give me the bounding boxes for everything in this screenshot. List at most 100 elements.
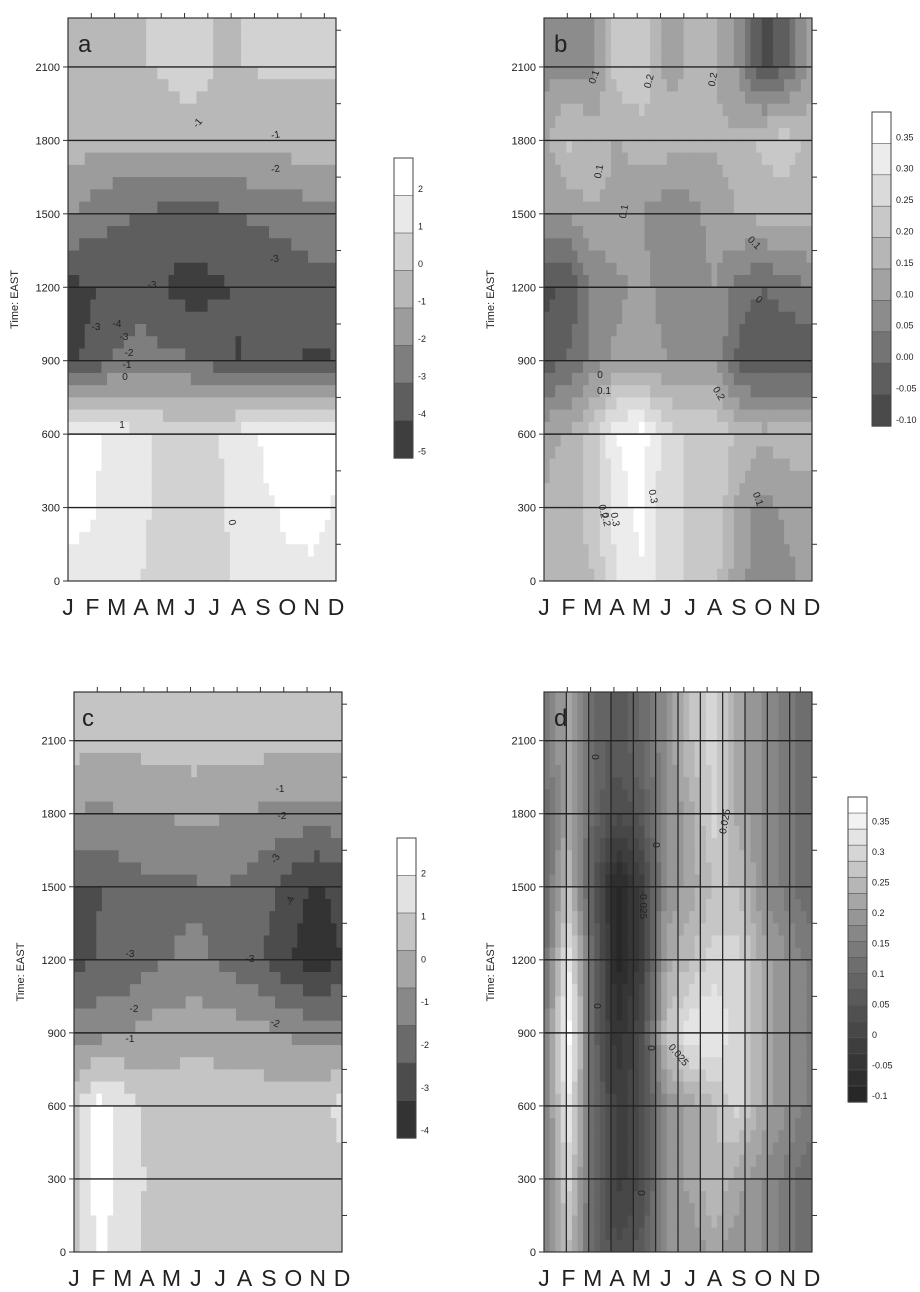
heatmap-cell — [162, 79, 170, 93]
heatmap-cell — [778, 372, 785, 386]
heatmap-cell — [207, 458, 214, 472]
heatmap-cell — [566, 30, 573, 44]
heatmap-cell — [68, 91, 75, 105]
heatmap-cell — [207, 397, 214, 411]
heatmap-cell — [330, 692, 338, 705]
heatmap-cell — [319, 519, 326, 533]
heatmap-cell — [611, 348, 618, 362]
heatmap-cell — [235, 544, 242, 558]
heatmap-cell — [235, 177, 242, 190]
heatmap-cell — [95, 66, 103, 80]
heatmap-cell — [146, 409, 153, 423]
heatmap-cell — [778, 446, 785, 460]
heatmap-cell — [566, 201, 573, 215]
heatmap-cell — [107, 336, 114, 350]
heatmap-cell — [213, 348, 220, 362]
heatmap-cell — [761, 164, 768, 178]
heatmap-cell — [661, 54, 668, 68]
heatmap-cell — [118, 752, 125, 766]
heatmap-cell — [611, 323, 618, 337]
heatmap-cell — [73, 556, 80, 570]
heatmap-cell — [241, 704, 248, 717]
contour-label: 0.2 — [707, 71, 720, 87]
heatmap-cell — [611, 434, 618, 447]
heatmap-cell — [68, 213, 75, 227]
heatmap-cell — [179, 519, 186, 533]
heatmap-cell — [291, 238, 298, 252]
heatmap-cell — [750, 519, 757, 533]
heatmap-cell — [616, 30, 623, 44]
heatmap-cell — [151, 495, 158, 509]
heatmap-cell — [722, 372, 729, 386]
heatmap-cell — [555, 507, 562, 521]
heatmap-cell — [157, 495, 164, 509]
heatmap-cell — [96, 704, 103, 717]
heatmap-cell — [800, 30, 808, 44]
heatmap-cell — [235, 692, 243, 705]
heatmap-cell — [285, 434, 292, 447]
heatmap-cell — [296, 128, 304, 141]
heatmap-cell — [324, 348, 332, 362]
heatmap-cell — [269, 336, 276, 350]
heatmap-cell — [722, 323, 729, 337]
heatmap-cell — [733, 140, 741, 154]
heatmap-cell — [627, 311, 634, 325]
heatmap-cell — [778, 54, 785, 68]
heatmap-cell — [324, 201, 332, 215]
heatmap-cell — [196, 556, 203, 570]
heatmap-cell — [302, 507, 309, 521]
heatmap-cell — [269, 385, 276, 399]
heatmap-cell — [795, 409, 802, 423]
y-tick-label: 600 — [42, 429, 60, 441]
heatmap-cell — [185, 360, 192, 374]
heatmap-cell — [633, 348, 640, 362]
heatmap-cell — [146, 226, 153, 239]
heatmap-cell — [571, 177, 579, 190]
heatmap-cell — [274, 42, 281, 56]
y-tick-label: 0 — [530, 576, 536, 588]
heatmap-cell — [583, 152, 590, 166]
heatmap-cell — [280, 458, 287, 472]
heatmap-cell — [739, 556, 746, 570]
heatmap-cell — [308, 128, 315, 141]
heatmap-cell — [285, 409, 292, 423]
heatmap-cell — [544, 79, 551, 93]
heatmap-cell — [644, 299, 651, 313]
heatmap-cell — [140, 250, 147, 264]
heatmap-cell — [73, 421, 80, 435]
heatmap-cell — [235, 238, 242, 252]
heatmap-cell — [252, 372, 259, 386]
heatmap-cell — [129, 752, 137, 766]
heatmap-cell — [174, 226, 181, 239]
heatmap-cell — [180, 740, 187, 754]
heatmap-cell — [678, 226, 685, 239]
heatmap-cell — [544, 91, 551, 105]
heatmap-cell — [717, 434, 724, 447]
heatmap-cell — [599, 164, 607, 178]
heatmap-cell — [767, 458, 774, 472]
heatmap-cell — [705, 532, 713, 545]
heatmap-cell — [767, 532, 774, 545]
heatmap-cell — [622, 495, 629, 509]
heatmap-cell — [711, 323, 718, 337]
heatmap-cell — [705, 421, 713, 435]
heatmap-cell — [302, 556, 309, 570]
heatmap-cell — [700, 213, 707, 227]
heatmap-cell — [689, 385, 696, 399]
heatmap-cell — [247, 740, 254, 754]
heatmap-cell — [296, 18, 304, 31]
heatmap-cell — [207, 409, 214, 423]
heatmap-cell — [258, 740, 265, 754]
heatmap-cell — [196, 752, 204, 766]
heatmap-cell — [784, 54, 791, 68]
heatmap-cell — [269, 470, 276, 484]
heatmap-cell — [717, 213, 724, 227]
heatmap-cell — [622, 177, 629, 190]
heatmap-cell — [733, 372, 741, 386]
heatmap-cell — [772, 568, 780, 581]
heatmap-cell — [118, 323, 125, 337]
heatmap-cell — [700, 30, 707, 44]
heatmap-cell — [549, 238, 556, 252]
heatmap-cell — [118, 30, 125, 44]
heatmap-cell — [772, 152, 780, 166]
